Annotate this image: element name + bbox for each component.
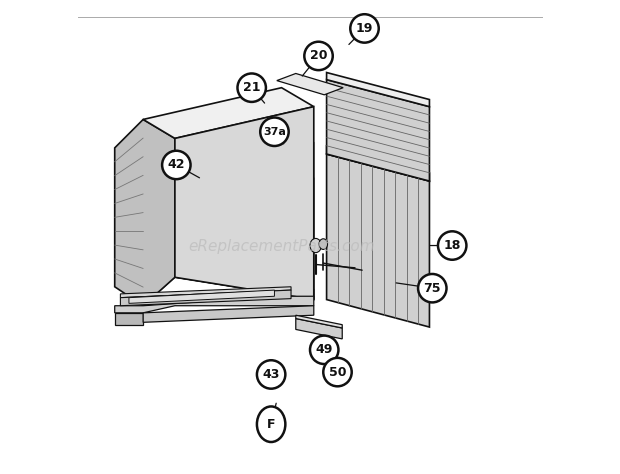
Polygon shape	[143, 119, 175, 306]
Text: eReplacementParts.com: eReplacementParts.com	[188, 239, 375, 254]
Circle shape	[162, 151, 190, 179]
Circle shape	[257, 360, 285, 389]
Polygon shape	[129, 290, 275, 303]
Polygon shape	[327, 73, 430, 107]
Circle shape	[323, 358, 352, 386]
Circle shape	[418, 274, 446, 302]
Text: 43: 43	[262, 368, 280, 381]
Text: 42: 42	[167, 158, 185, 172]
Polygon shape	[120, 290, 291, 306]
Polygon shape	[143, 88, 314, 138]
Text: 50: 50	[329, 365, 346, 379]
Polygon shape	[175, 107, 314, 300]
Ellipse shape	[310, 238, 321, 253]
Text: 37a: 37a	[263, 127, 286, 137]
Ellipse shape	[175, 156, 265, 280]
Text: F: F	[267, 418, 275, 431]
Text: 18: 18	[443, 239, 461, 252]
Polygon shape	[115, 313, 143, 325]
Text: 75: 75	[423, 282, 441, 295]
Circle shape	[260, 118, 289, 146]
Text: 21: 21	[243, 81, 260, 94]
Circle shape	[310, 336, 339, 364]
Ellipse shape	[319, 239, 327, 249]
Polygon shape	[120, 287, 291, 298]
Polygon shape	[175, 119, 314, 300]
Text: 20: 20	[310, 49, 327, 63]
Polygon shape	[115, 119, 175, 306]
Ellipse shape	[206, 199, 234, 237]
Polygon shape	[327, 80, 430, 181]
Polygon shape	[296, 315, 342, 328]
Polygon shape	[277, 73, 343, 95]
Circle shape	[438, 231, 466, 260]
Text: 49: 49	[316, 343, 333, 356]
Polygon shape	[143, 289, 314, 306]
Circle shape	[350, 14, 379, 43]
Polygon shape	[296, 319, 342, 339]
Text: 19: 19	[356, 22, 373, 35]
Circle shape	[237, 73, 266, 102]
Ellipse shape	[257, 407, 285, 442]
Polygon shape	[327, 146, 430, 181]
Circle shape	[304, 42, 333, 70]
Polygon shape	[175, 155, 314, 300]
Polygon shape	[327, 154, 430, 327]
Polygon shape	[115, 296, 314, 313]
Polygon shape	[143, 306, 314, 322]
